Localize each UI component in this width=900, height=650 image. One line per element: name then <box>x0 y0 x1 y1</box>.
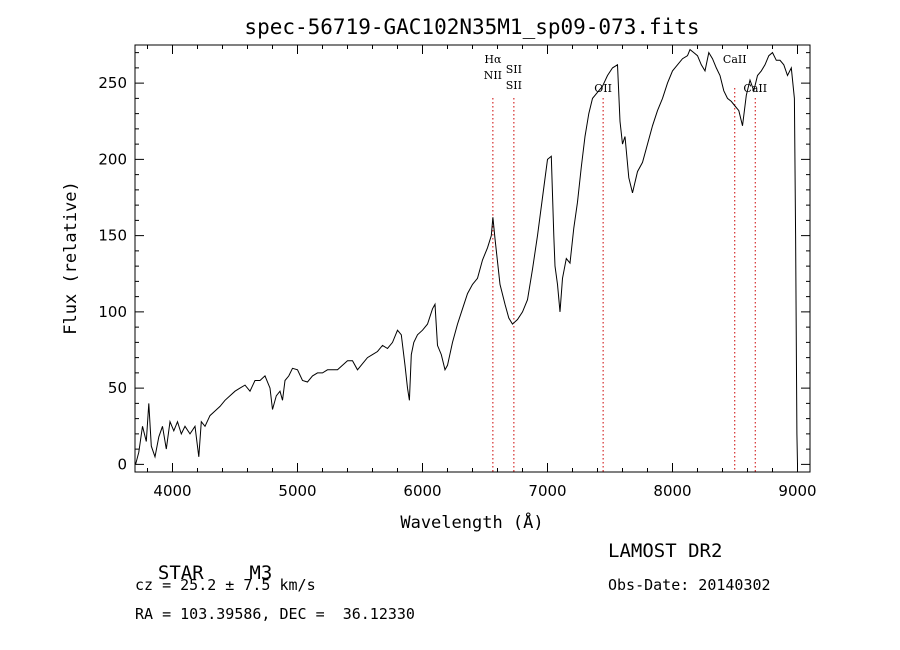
spectral-line-label: Hα <box>484 53 502 66</box>
y-tick-label: 150 <box>98 227 127 245</box>
spectral-line-label: CaII <box>723 53 747 66</box>
observation-date: Obs-Date: 20140302 <box>608 576 771 594</box>
y-tick-label: 100 <box>98 303 127 321</box>
plot-frame <box>134 44 811 473</box>
object-class: STAR M3 <box>135 540 272 584</box>
object-subclass: M3 <box>249 562 273 584</box>
x-tick-label: 8000 <box>653 482 691 500</box>
chart-title: spec-56719-GAC102N35M1_sp09-073.fits <box>244 15 699 39</box>
x-tick-label: 4000 <box>153 482 191 500</box>
spectrum-line <box>135 48 798 465</box>
x-tick-label: 7000 <box>528 482 566 500</box>
y-tick-label: 200 <box>98 150 127 168</box>
x-tick-label: 9000 <box>778 482 816 500</box>
marker-layer: Hα NII SII SII OII CaII CaII <box>484 53 767 472</box>
spectral-line-label: SII <box>506 63 522 76</box>
x-axis-label: Wavelength (Å) <box>400 511 543 533</box>
object-class-label: STAR <box>157 562 204 584</box>
spectral-line-label: NII <box>484 69 502 82</box>
y-axis-label: Flux (relative) <box>61 181 81 335</box>
y-tick-label: 250 <box>98 74 127 92</box>
coordinates: RA = 103.39586, DEC = 36.12330 <box>135 605 415 623</box>
spectral-line-label: SII <box>506 79 522 92</box>
spectral-line-label: OII <box>594 82 612 95</box>
redshift-velocity: cz = 25.2 ± 7.5 km/s <box>135 576 316 594</box>
x-tick-label: 5000 <box>278 482 316 500</box>
axis-layer: 4000 5000 6000 7000 8000 9000 0 50 100 150 200 250 <box>98 45 817 500</box>
x-tick-label: 6000 <box>403 482 441 500</box>
spectral-line-label: CaII <box>743 82 767 95</box>
y-tick-label: 0 <box>117 455 127 473</box>
y-tick-label: 50 <box>108 379 127 397</box>
survey-name: LAMOST DR2 <box>608 540 723 562</box>
